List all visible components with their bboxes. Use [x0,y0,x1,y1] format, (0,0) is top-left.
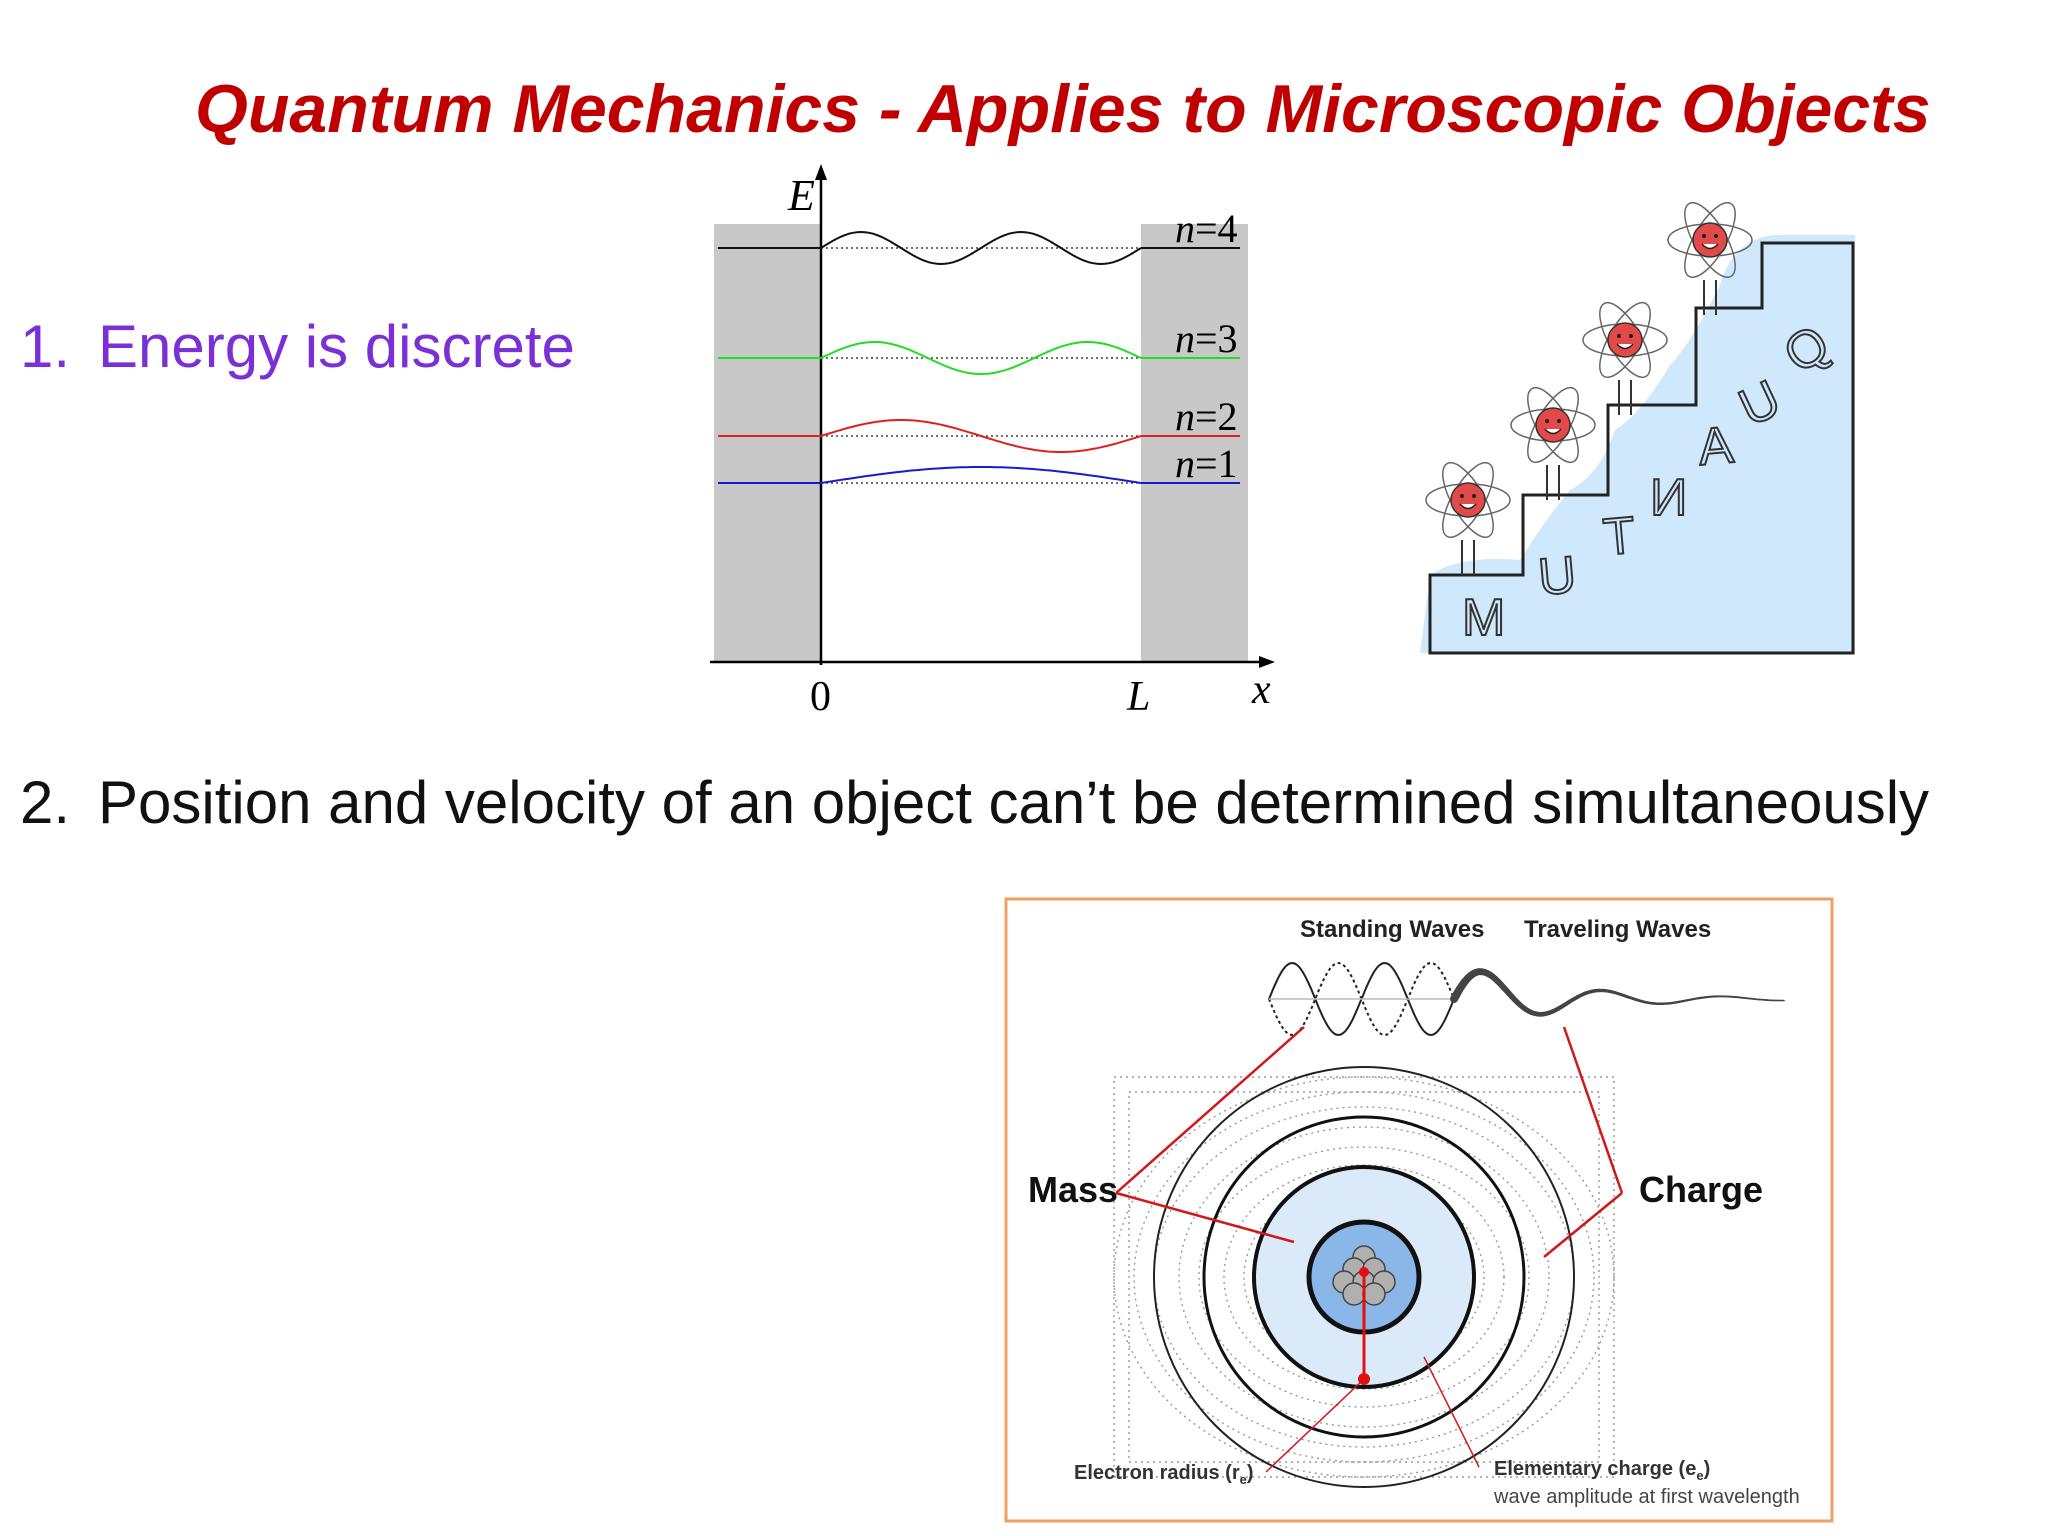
stair-letter: A [1696,416,1736,477]
elementary-charge-label: Elementary charge (ee) [1494,1458,1710,1483]
stairs-outline [1428,241,1855,655]
wavefunction-n3 [820,341,1142,376]
stairs-fill [1420,235,1855,653]
cartoon-atom [1510,387,1596,500]
origin-label: 0 [810,674,831,720]
electron-radius-pointer [1265,1378,1365,1473]
elementary-charge-pointer [1423,1356,1480,1468]
elementary-charge-sublabel: wave amplitude at first wavelength [1493,1486,1800,1508]
energy-axis-label: E [787,171,815,220]
point-number: 2. [20,769,71,836]
outer-ring [1153,1066,1575,1488]
cartoon-atom [1582,302,1668,415]
point-number: 1. [20,313,71,380]
wavefunction-n4 [820,230,1142,266]
point-uncertainty: 2. Position and velocity of an object can… [20,768,1929,837]
position-axis-arrow [1259,656,1275,668]
mass-label: Mass [1028,1169,1118,1210]
energy-level-n4: n=4 [718,206,1240,266]
energy-axis-arrow [815,164,827,180]
energy-level-n1: n=1 [718,441,1240,486]
charge-label: Charge [1639,1169,1763,1210]
slide-title: Quantum Mechanics - Applies to Microscop… [195,71,1931,147]
wavefunction-n2 [820,419,1142,453]
cartoon-atom [1667,202,1753,315]
stair-letter: T [1601,506,1638,567]
mass-pointers [1115,1026,1305,1244]
right-wall [1141,224,1248,662]
traveling-waves-label: Traveling Waves [1524,916,1711,943]
level-label-n2: n=2 [1175,394,1238,439]
standing-wave-mirror [1268,962,1455,1036]
level-label-n4: n=4 [1175,206,1238,251]
energy-level-n2: n=2 [718,394,1240,453]
nucleus [1332,1245,1396,1306]
stair-letter: M [1462,589,1505,647]
level-label-n1: n=1 [1175,441,1238,486]
wavefunction-n1 [820,466,1142,484]
infinite-well-diagram: E x 0 L n=4 n=3 n=2n=1 [710,164,1275,720]
left-wall [714,224,821,662]
ring-3 [1202,1115,1526,1439]
electron-wave-diagram: Standing Waves Traveling Waves [1004,897,1834,1523]
standing-waves-label: Standing Waves [1300,916,1484,943]
cartoon-atom [1425,462,1511,575]
charge-pointers [1543,1026,1624,1258]
point-energy-discrete: 1. Energy is discrete [20,312,575,381]
electron-radius-label: Electron radius (re) [1074,1462,1254,1487]
energy-level-n3: n=3 [718,316,1240,376]
level-label-n3: n=3 [1175,316,1238,361]
stair-letter: U [1536,546,1578,607]
well-width-label: L [1126,674,1150,720]
position-axis-label: x [1251,667,1271,713]
point-text: Energy is discrete [98,313,575,380]
point-text: Position and velocity of an object can’t… [98,769,1930,836]
stair-letter: И [1650,469,1687,527]
